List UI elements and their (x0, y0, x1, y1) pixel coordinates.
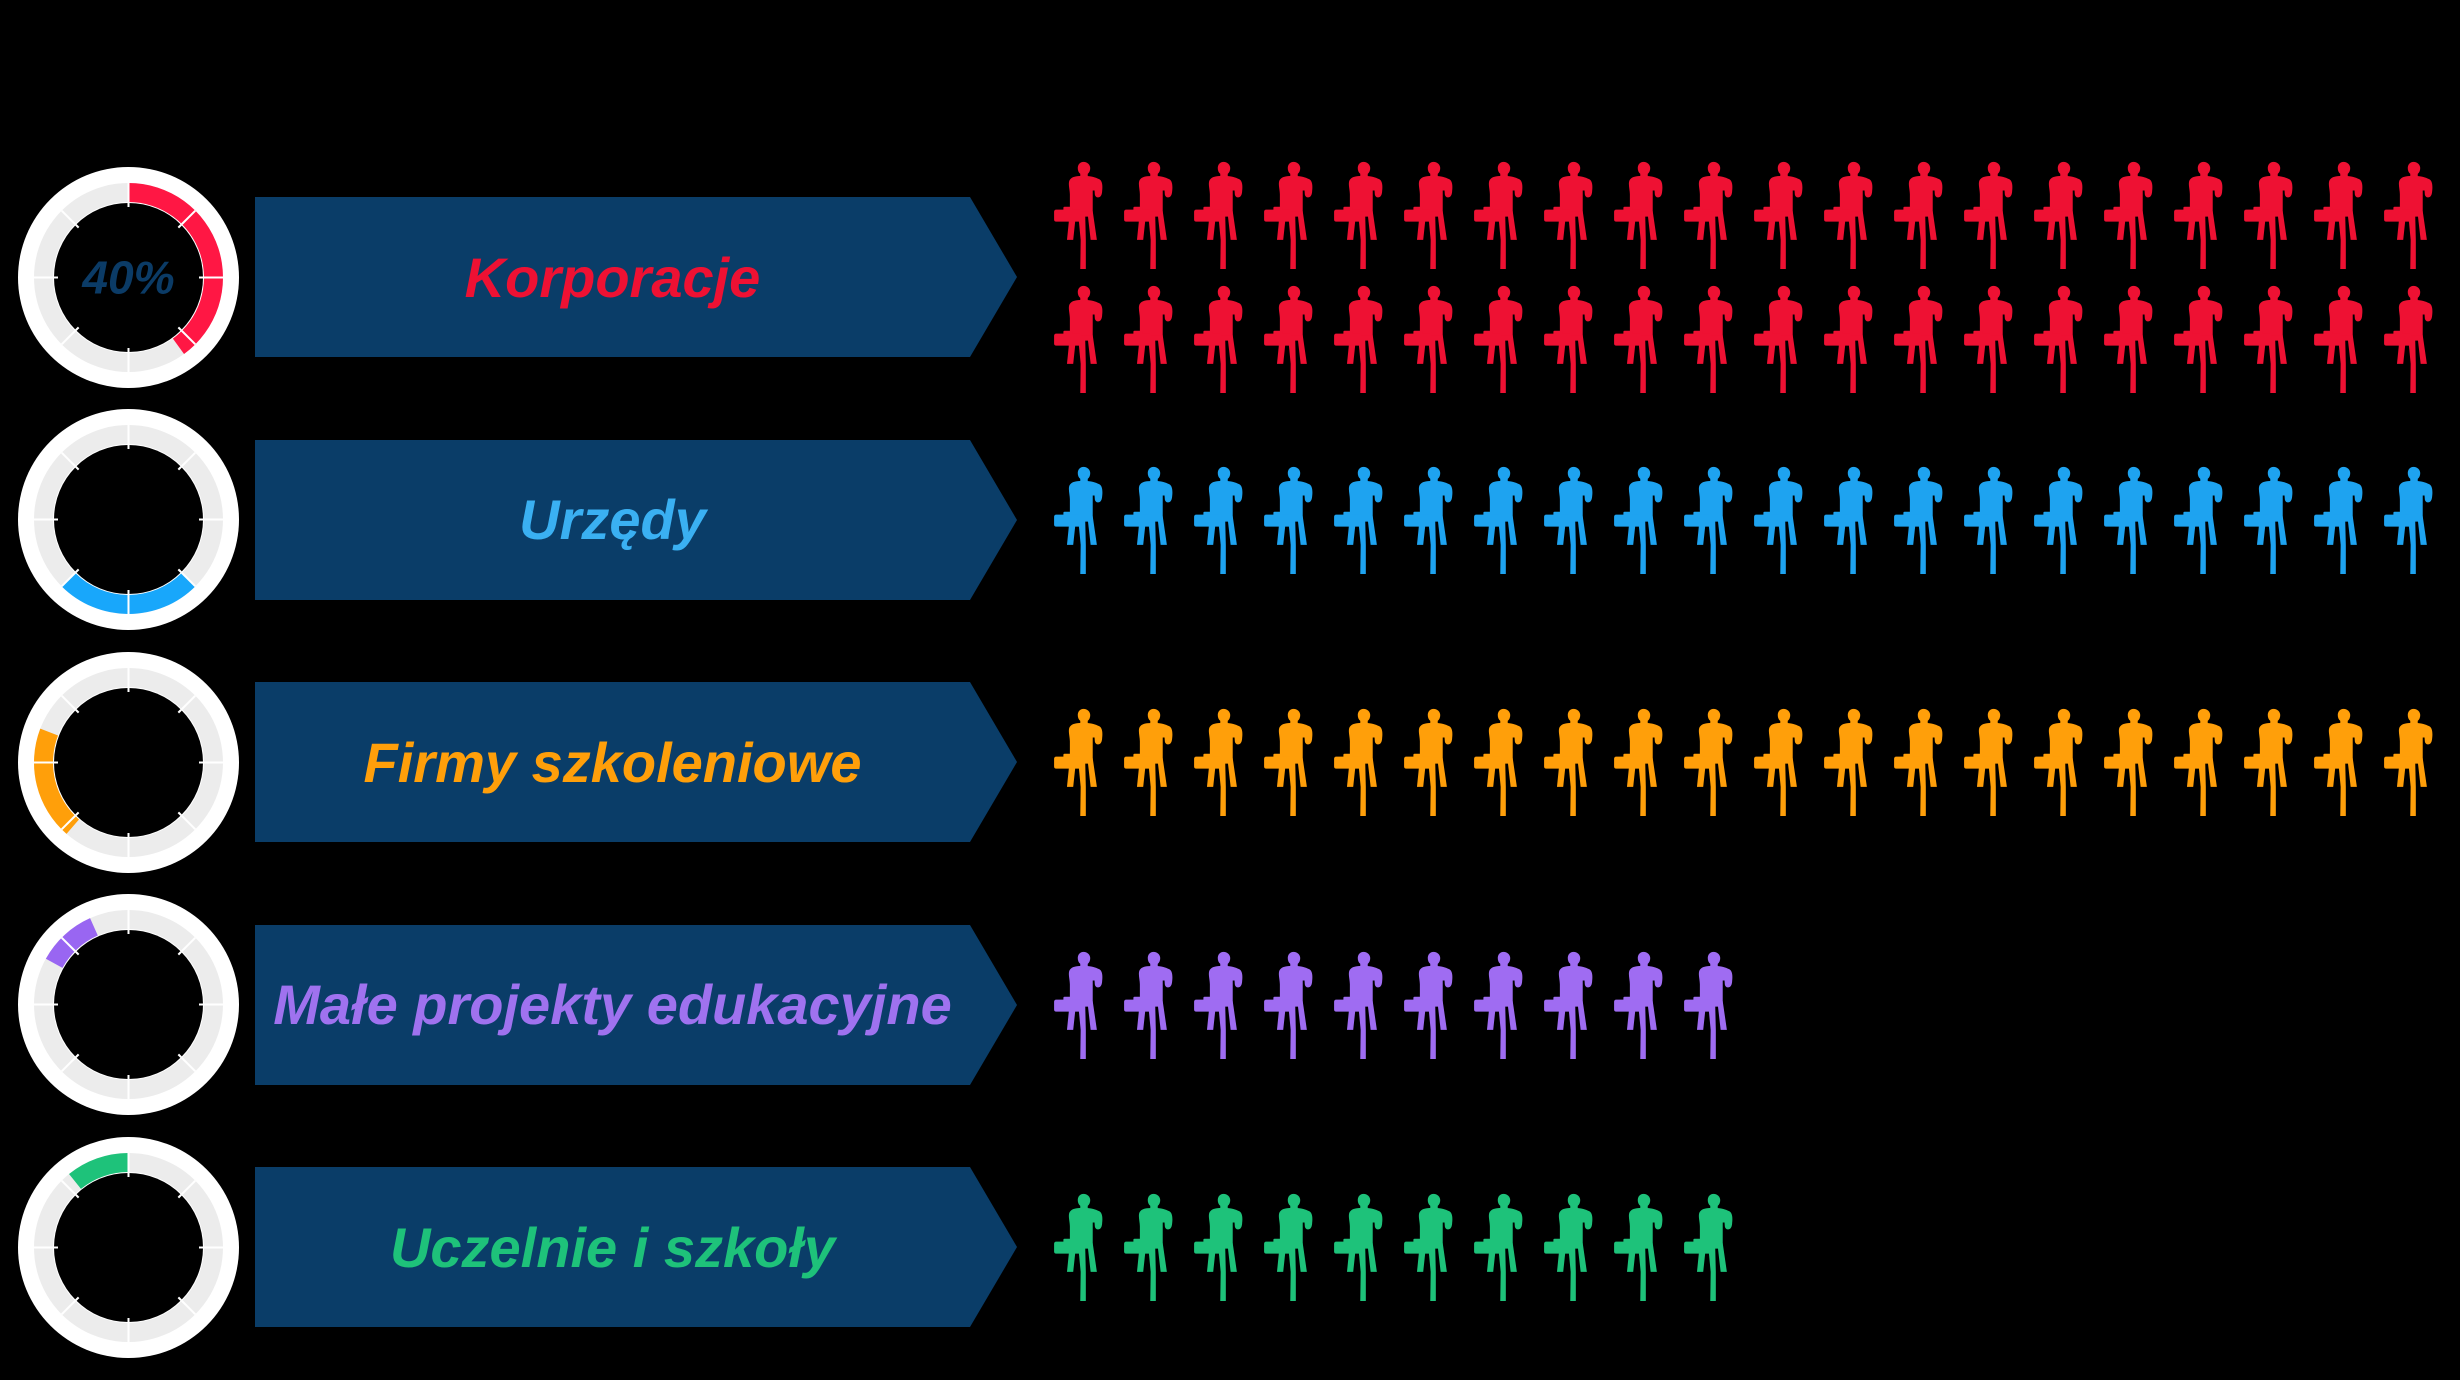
svg-text:40%: 40% (81, 251, 174, 303)
